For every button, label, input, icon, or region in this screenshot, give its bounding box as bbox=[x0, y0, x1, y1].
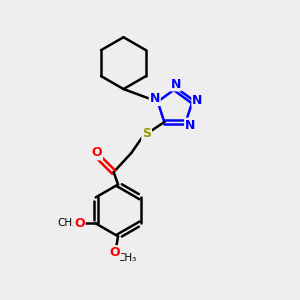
Text: N: N bbox=[185, 118, 195, 131]
Text: O: O bbox=[92, 146, 102, 160]
Text: S: S bbox=[142, 128, 151, 140]
Text: N: N bbox=[192, 94, 203, 107]
Text: N: N bbox=[149, 92, 160, 105]
Text: CH₃: CH₃ bbox=[118, 253, 137, 263]
Text: O: O bbox=[110, 246, 120, 259]
Text: CH₃: CH₃ bbox=[57, 218, 77, 228]
Text: O: O bbox=[74, 217, 85, 230]
Text: N: N bbox=[170, 77, 181, 91]
